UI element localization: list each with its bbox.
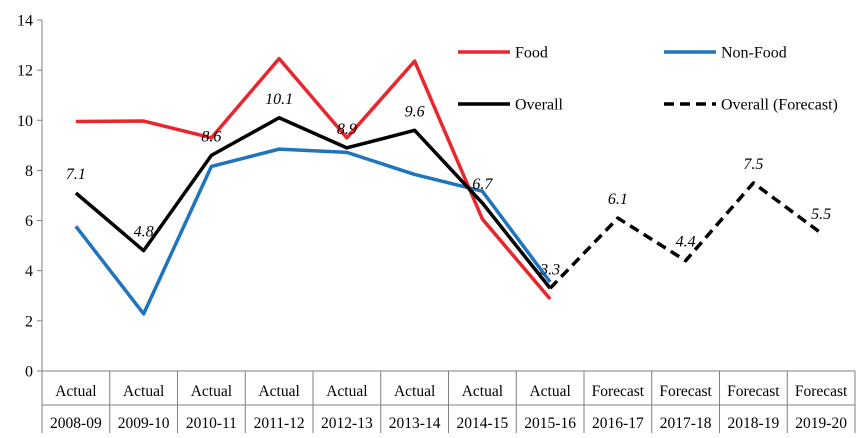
x-category-year-label: 2017-18 [660,415,712,432]
x-category-type-label: Actual [394,383,435,400]
x-category-year-label: 2011-12 [254,415,305,432]
x-category-year-label: 2008-09 [50,415,102,432]
data-label: 6.7 [472,176,493,193]
x-category-type-label: Actual [529,383,570,400]
x-category-type-label: Actual [123,383,164,400]
x-category-type-label: Forecast [795,383,848,400]
y-tick-label: 2 [25,313,33,330]
data-label: 10.1 [265,91,293,108]
data-label: 9.6 [405,103,425,120]
data-label: 4.4 [676,234,696,251]
y-tick-label: 0 [25,364,33,381]
series-line-overall [74,116,552,290]
y-tick-label: 12 [17,63,33,80]
x-category-type-label: Forecast [727,383,780,400]
data-label: 8.9 [337,121,357,138]
x-category-type-label: Forecast [659,383,712,400]
y-tick-label: 10 [17,113,33,130]
data-label: 7.5 [743,156,763,173]
x-category-type-label: Actual [462,383,503,400]
x-category-year-label: 2009-10 [118,415,170,432]
x-category-year-label: 2019-20 [795,415,847,432]
x-category-year-label: 2016-17 [592,415,644,432]
x-category-year-label: 2012-13 [321,415,373,432]
legend-label-non-food: Non-Food [721,45,787,62]
legend-label-overall: Overall [515,97,564,114]
data-label: 3.3 [539,261,560,278]
x-category-type-label: Forecast [592,383,645,400]
data-label: 4.8 [134,224,154,241]
x-category-type-label: Actual [191,383,232,400]
data-label: 6.1 [608,191,628,208]
y-tick-label: 8 [25,163,33,180]
y-tick-label: 6 [25,213,33,230]
x-category-type-label: Actual [55,383,96,400]
x-category-type-label: Actual [326,383,367,400]
data-label: 8.6 [201,128,221,145]
x-category-year-label: 2018-19 [728,415,780,432]
y-tick-label: 4 [25,263,33,280]
series-line-overall-forecast [548,181,823,290]
legend-label-overall-forecast: Overall (Forecast) [721,97,838,114]
x-category-type-label: Actual [258,383,299,400]
x-category-year-label: 2015-16 [524,415,576,432]
y-tick-label: 14 [17,13,33,30]
x-category-year-label: 2014-15 [457,415,509,432]
legend-label-food: Food [515,45,548,62]
data-label: 7.1 [66,166,86,183]
x-category-year-label: 2010-11 [186,415,237,432]
x-category-year-label: 2013-14 [389,415,441,432]
data-label: 5.5 [811,206,831,223]
